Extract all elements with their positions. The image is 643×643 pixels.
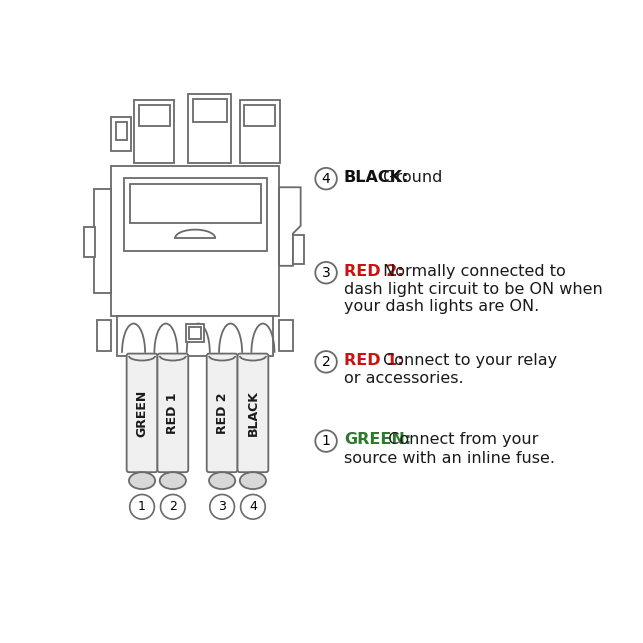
Bar: [279, 320, 293, 351]
Ellipse shape: [159, 472, 186, 489]
Bar: [293, 235, 303, 264]
Text: 2: 2: [169, 500, 177, 513]
Text: GREEN: GREEN: [136, 389, 149, 437]
Circle shape: [161, 494, 185, 519]
Bar: [186, 323, 204, 342]
Text: Ground: Ground: [379, 170, 443, 185]
Text: 3: 3: [218, 500, 226, 513]
FancyBboxPatch shape: [206, 354, 237, 472]
Text: RED 2: RED 2: [215, 392, 229, 433]
Bar: [188, 94, 231, 163]
Circle shape: [210, 494, 235, 519]
Bar: [240, 100, 280, 163]
Bar: [193, 99, 227, 122]
Bar: [189, 327, 201, 339]
Text: BLACK: BLACK: [246, 390, 259, 436]
Circle shape: [315, 351, 337, 373]
Text: RED 1: RED 1: [167, 392, 179, 433]
Ellipse shape: [240, 472, 266, 489]
Text: RED 1:: RED 1:: [344, 353, 404, 368]
Bar: [118, 316, 273, 356]
Text: GREEN:: GREEN:: [344, 432, 411, 447]
Circle shape: [315, 168, 337, 190]
Circle shape: [315, 262, 337, 284]
Text: Connect from your: Connect from your: [379, 432, 539, 447]
Circle shape: [130, 494, 154, 519]
Text: 1: 1: [138, 500, 146, 513]
Text: your dash lights are ON.: your dash lights are ON.: [344, 299, 539, 314]
Bar: [116, 122, 127, 140]
Bar: [111, 117, 131, 151]
Text: BLACK:: BLACK:: [344, 170, 409, 185]
Text: 4: 4: [249, 500, 257, 513]
FancyBboxPatch shape: [237, 354, 268, 472]
Bar: [111, 166, 279, 316]
Bar: [123, 178, 267, 251]
Text: 3: 3: [322, 266, 331, 280]
Text: dash light circuit to be ON when: dash light circuit to be ON when: [344, 282, 602, 297]
Text: Connect to your relay: Connect to your relay: [379, 353, 557, 368]
Circle shape: [315, 430, 337, 452]
Bar: [244, 105, 275, 125]
Text: 1: 1: [322, 434, 331, 448]
Bar: [130, 184, 260, 222]
Bar: [139, 105, 170, 125]
Text: 2: 2: [322, 355, 331, 369]
Bar: [134, 100, 174, 163]
Bar: [95, 189, 111, 293]
Text: or accessories.: or accessories.: [344, 371, 464, 386]
Text: RED 2:: RED 2:: [344, 264, 404, 278]
Text: 4: 4: [322, 172, 331, 186]
Text: Normally connected to: Normally connected to: [379, 264, 566, 278]
FancyBboxPatch shape: [158, 354, 188, 472]
Bar: [84, 228, 95, 257]
FancyBboxPatch shape: [127, 354, 158, 472]
Polygon shape: [279, 187, 301, 266]
Ellipse shape: [209, 472, 235, 489]
Ellipse shape: [129, 472, 155, 489]
Circle shape: [240, 494, 266, 519]
Text: source with an inline fuse.: source with an inline fuse.: [344, 451, 555, 466]
Bar: [97, 320, 111, 351]
